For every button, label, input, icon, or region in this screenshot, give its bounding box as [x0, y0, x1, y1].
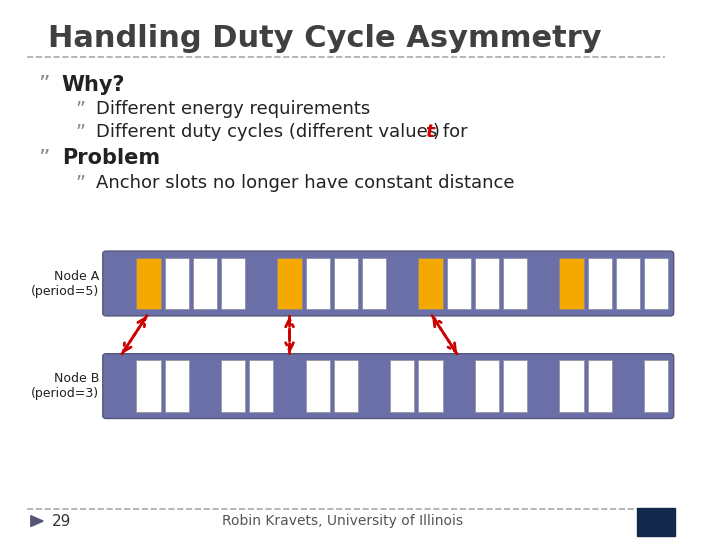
- FancyBboxPatch shape: [103, 354, 674, 418]
- Bar: [137, 258, 161, 309]
- Bar: [446, 258, 471, 309]
- Bar: [390, 360, 415, 412]
- Bar: [249, 360, 274, 412]
- Bar: [418, 360, 443, 412]
- Bar: [362, 258, 386, 309]
- Bar: [418, 360, 443, 412]
- Bar: [475, 360, 499, 412]
- Bar: [637, 508, 675, 536]
- Bar: [137, 360, 161, 412]
- Bar: [249, 360, 274, 412]
- Bar: [644, 258, 668, 309]
- Bar: [644, 360, 668, 412]
- Text: Handling Duty Cycle Asymmetry: Handling Duty Cycle Asymmetry: [48, 24, 602, 53]
- Bar: [475, 258, 499, 309]
- Text: ”: ”: [76, 100, 86, 119]
- Bar: [418, 258, 443, 309]
- Polygon shape: [31, 516, 43, 526]
- Bar: [334, 258, 358, 309]
- FancyBboxPatch shape: [103, 251, 674, 316]
- Bar: [306, 360, 330, 412]
- Bar: [165, 258, 189, 309]
- Bar: [306, 360, 330, 412]
- Bar: [306, 258, 330, 309]
- Bar: [137, 360, 161, 412]
- Bar: [334, 360, 358, 412]
- Bar: [644, 360, 668, 412]
- Bar: [616, 258, 640, 309]
- Bar: [277, 258, 302, 309]
- Bar: [588, 360, 612, 412]
- Bar: [193, 258, 217, 309]
- Text: I: I: [652, 512, 660, 531]
- Bar: [559, 360, 584, 412]
- Bar: [559, 258, 584, 309]
- Text: Why?: Why?: [62, 75, 125, 94]
- Bar: [221, 360, 246, 412]
- Text: 29: 29: [51, 514, 71, 529]
- Bar: [390, 360, 415, 412]
- Text: Problem: Problem: [62, 148, 160, 168]
- Bar: [588, 258, 612, 309]
- Text: Different energy requirements: Different energy requirements: [96, 100, 370, 118]
- Bar: [165, 360, 189, 412]
- Bar: [221, 258, 246, 309]
- Text: ”: ”: [37, 148, 49, 168]
- Bar: [559, 360, 584, 412]
- Bar: [503, 258, 527, 309]
- Bar: [503, 360, 527, 412]
- Bar: [334, 360, 358, 412]
- Bar: [221, 360, 246, 412]
- Text: Node B
(period=3): Node B (period=3): [31, 372, 99, 400]
- Bar: [165, 360, 189, 412]
- Text: t: t: [425, 123, 433, 141]
- Text: ”: ”: [37, 75, 49, 94]
- Bar: [503, 360, 527, 412]
- Text: Anchor slots no longer have constant distance: Anchor slots no longer have constant dis…: [96, 174, 515, 192]
- Text: Different duty cycles (different values for: Different duty cycles (different values …: [96, 123, 473, 141]
- Text: ”: ”: [76, 174, 86, 193]
- Text: Node A
(period=5): Node A (period=5): [31, 269, 99, 298]
- Text: ”: ”: [76, 123, 86, 142]
- Bar: [475, 360, 499, 412]
- Text: ): ): [433, 123, 439, 141]
- Bar: [588, 360, 612, 412]
- Text: Robin Kravets, University of Illinois: Robin Kravets, University of Illinois: [222, 514, 463, 528]
